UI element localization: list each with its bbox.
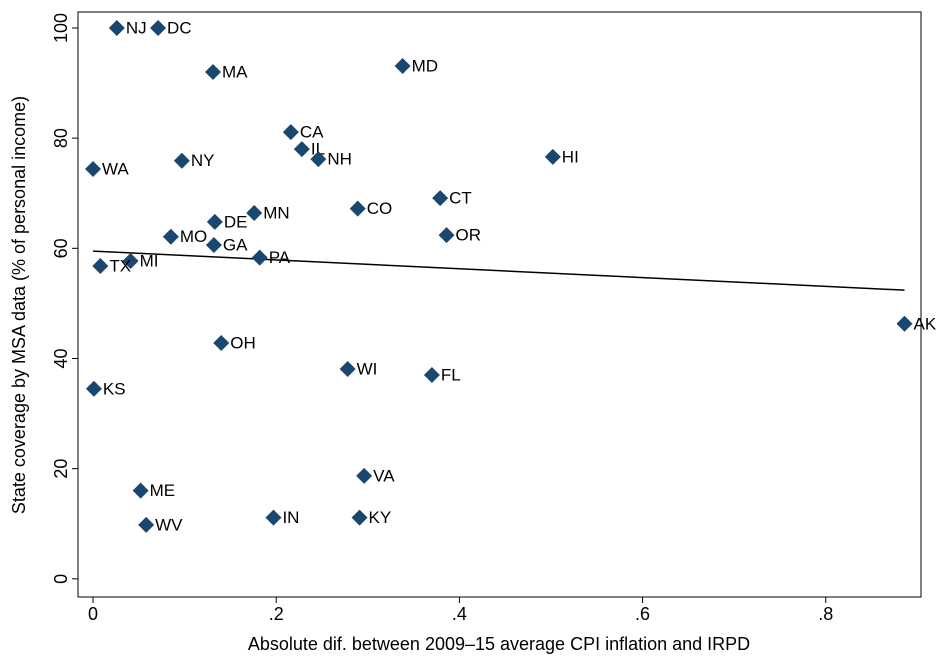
point xyxy=(282,124,299,141)
point-label: MO xyxy=(180,227,207,246)
point xyxy=(339,360,356,377)
point xyxy=(310,151,327,168)
x-axis-title: Absolute dif. between 2009–15 average CP… xyxy=(248,634,750,654)
point-label: FL xyxy=(441,365,461,384)
point xyxy=(205,64,222,81)
point-label: DE xyxy=(224,212,248,231)
point xyxy=(356,467,373,484)
fit-line xyxy=(92,250,905,291)
point xyxy=(438,227,455,244)
point xyxy=(122,252,139,269)
point-label: DC xyxy=(167,18,192,37)
point xyxy=(349,200,366,217)
point xyxy=(150,19,167,36)
point-label: NH xyxy=(327,150,352,169)
point xyxy=(423,367,440,384)
point-label: MD xyxy=(412,56,438,75)
point-label: MI xyxy=(140,251,159,270)
point xyxy=(85,160,102,177)
point xyxy=(92,257,109,274)
point xyxy=(394,57,411,74)
point-label: NY xyxy=(191,151,215,170)
point-label: OR xyxy=(456,226,482,245)
y-axis-title: State coverage by MSA data (% of persona… xyxy=(9,96,29,514)
point xyxy=(432,190,449,207)
point xyxy=(351,509,368,526)
y-tick-label: 20 xyxy=(51,459,71,479)
point-label: AK xyxy=(914,314,937,333)
point xyxy=(173,152,190,169)
point-label: WA xyxy=(102,159,129,178)
point-label: MA xyxy=(222,63,248,82)
point xyxy=(205,237,222,254)
y-tick-label: 0 xyxy=(51,574,71,584)
point-label: IN xyxy=(282,508,299,527)
y-tick-label: 80 xyxy=(51,128,71,148)
point xyxy=(138,516,155,533)
point xyxy=(162,228,179,245)
point-label: GA xyxy=(223,235,248,254)
point-label: ME xyxy=(150,481,176,500)
point-label: MN xyxy=(263,204,289,223)
point-label: CO xyxy=(367,199,393,218)
y-tick-label: 100 xyxy=(51,13,71,43)
point xyxy=(213,335,230,352)
point xyxy=(251,249,268,266)
point xyxy=(544,148,561,165)
x-tick-label: 0 xyxy=(88,604,98,624)
point-label: PA xyxy=(269,248,291,267)
point-label: VA xyxy=(373,466,395,485)
point-label: WV xyxy=(155,515,183,534)
point xyxy=(896,315,913,332)
point-label: IL xyxy=(311,140,325,159)
point-label: WI xyxy=(357,359,378,378)
point-label: CA xyxy=(300,123,324,142)
point xyxy=(265,509,282,526)
point-label: TX xyxy=(109,256,131,275)
point xyxy=(206,213,223,230)
x-tick-label: .2 xyxy=(269,604,284,624)
x-tick-label: .8 xyxy=(818,604,833,624)
point-label: OH xyxy=(230,334,256,353)
x-tick-label: .6 xyxy=(635,604,650,624)
point-label: KY xyxy=(369,508,392,527)
y-tick-label: 40 xyxy=(51,348,71,368)
x-tick-label: .4 xyxy=(452,604,467,624)
point-label: KS xyxy=(103,379,126,398)
point xyxy=(132,482,149,499)
point-label: NJ xyxy=(126,18,147,37)
point xyxy=(108,19,125,36)
point xyxy=(85,380,102,397)
point xyxy=(246,205,263,222)
point xyxy=(293,141,310,158)
y-tick-label: 60 xyxy=(51,238,71,258)
plot-frame xyxy=(77,11,922,598)
point-label: HI xyxy=(562,147,579,166)
point-label: CT xyxy=(449,189,472,208)
